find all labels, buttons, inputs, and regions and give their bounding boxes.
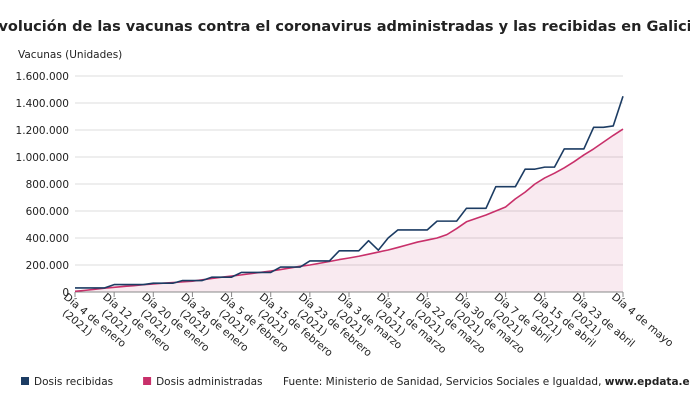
plot-area — [75, 75, 623, 293]
y-tick-label: 400.000 — [26, 233, 69, 245]
legend-swatch — [143, 377, 152, 385]
y-axis-label: Vacunas (Unidades) — [18, 49, 122, 61]
source: Fuente: Ministerio de Sanidad, Servicios… — [283, 376, 690, 388]
legend-label: Dosis recibidas — [34, 376, 113, 388]
series-line — [75, 95, 624, 289]
y-tick-label: 1.400.000 — [16, 98, 69, 110]
y-tick-label: 800.000 — [26, 179, 69, 191]
y-tick-label: 600.000 — [26, 206, 69, 218]
chart-title: Evolución de las vacunas contra el coron… — [0, 19, 690, 35]
y-tick-label: 1.200.000 — [16, 125, 69, 137]
source-link: www.epdata.es — [605, 376, 690, 388]
y-tick-label: 200.000 — [26, 260, 69, 272]
y-tick-label: 0 — [62, 287, 69, 299]
legend: Dosis recibidas Dosis administradas — [21, 376, 263, 388]
source-text: Fuente: Ministerio de Sanidad, Servicios… — [283, 376, 601, 388]
legend-swatch — [21, 377, 29, 385]
y-tick-label: 1.000.000 — [16, 152, 69, 164]
y-tick-label: 1.600.000 — [16, 71, 69, 83]
area-fill — [75, 129, 623, 292]
legend-label: Dosis administradas — [156, 376, 262, 388]
